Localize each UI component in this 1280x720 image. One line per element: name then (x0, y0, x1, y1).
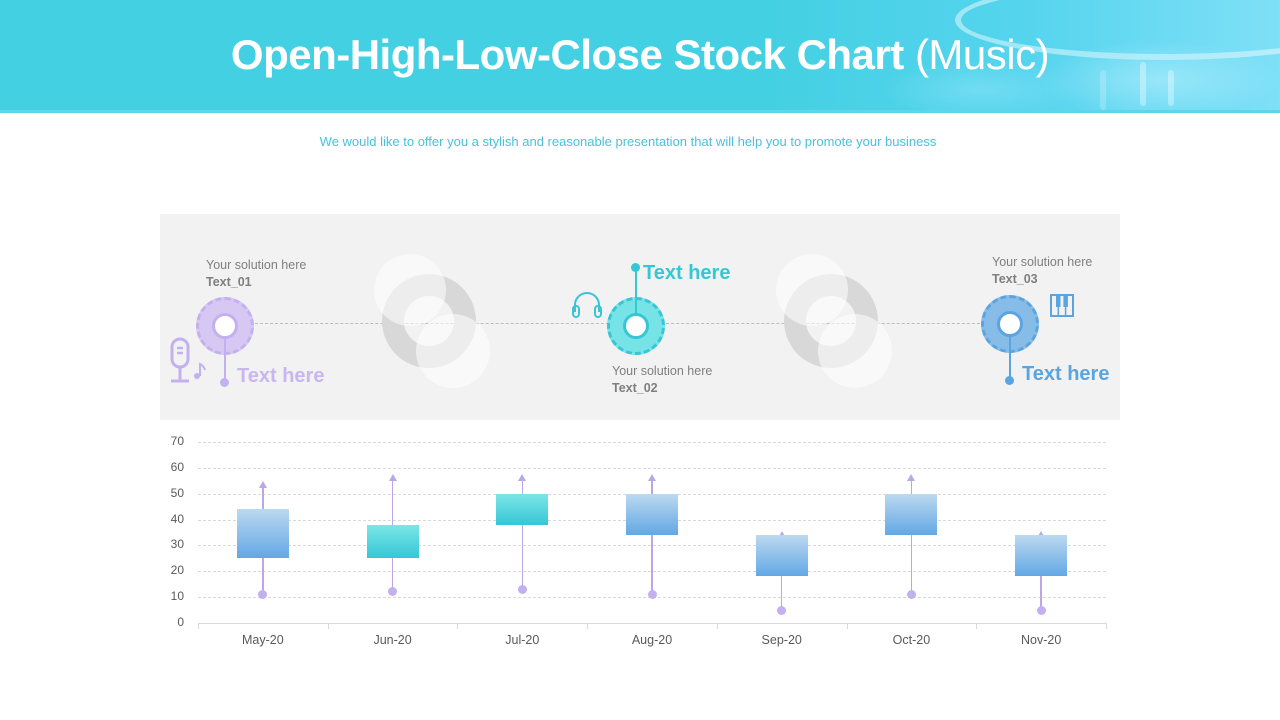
item-2-text: Your solution here Text_02 (612, 363, 712, 397)
x-tick-mark (976, 623, 978, 629)
subtitle: We would like to offer you a stylish and… (319, 134, 937, 149)
x-tick-label: Jul-20 (505, 633, 540, 647)
item-1-label: Text_01 (206, 275, 252, 289)
item-1-solution: Your solution here (206, 258, 307, 272)
down-box (885, 493, 938, 536)
x-tick-mark (716, 623, 718, 629)
item-2-label: Text_02 (612, 381, 658, 395)
high-arrow-marker (648, 473, 656, 481)
header-decor-glow (1040, 40, 1280, 112)
title-suffix: (Music) (914, 31, 1050, 78)
y-tick-label: 30 (170, 537, 184, 552)
item-3-stem (1009, 334, 1011, 380)
down-box (755, 535, 808, 577)
low-marker (647, 590, 657, 600)
low-marker (517, 584, 527, 594)
down-box (236, 509, 289, 559)
high-arrow-marker (1037, 530, 1046, 538)
item-3-solution: Your solution here (992, 255, 1093, 269)
y-tick-label: 40 (170, 511, 184, 526)
wick-line (651, 475, 653, 595)
high-arrow-marker (258, 481, 267, 489)
x-tick-mark (457, 623, 459, 629)
ohlc-chart: 0 10 20 30 40 50 60 70 May-20 Jun-20 Jul-20 Aug-20 S… (160, 430, 1120, 660)
low-marker (777, 605, 787, 615)
page-title: Open-High-Low-Close Stock Chart (Music) (0, 28, 1280, 82)
high-arrow-marker (518, 473, 527, 481)
down-box (626, 493, 678, 536)
y-tick-label: 20 (170, 563, 184, 578)
low-marker (258, 590, 268, 600)
high-arrow-marker (907, 473, 916, 481)
y-tick-label: 10 (170, 589, 184, 604)
header-decor-bar (1168, 70, 1174, 106)
y-tick-label: 50 (170, 485, 184, 500)
y-tick-label: 60 (170, 459, 184, 474)
headphones-icon (572, 292, 602, 318)
low-marker (1036, 605, 1046, 615)
wick-line (521, 475, 524, 590)
item-2-callout: Text here (643, 262, 731, 284)
header-divider (0, 110, 1280, 113)
item-1-callout: Text here (237, 365, 325, 387)
down-box (1015, 535, 1068, 577)
x-tick-mark (587, 623, 589, 629)
item-2-stem (635, 268, 637, 314)
up-box (366, 524, 419, 559)
low-marker (388, 587, 398, 597)
item-2-solution: Your solution here (612, 364, 713, 378)
up-box (496, 493, 549, 525)
decorative-circles (766, 244, 926, 404)
header-decor-bar (1140, 62, 1146, 106)
low-marker (906, 590, 916, 600)
title-main: Open-High-Low-Close Stock Chart (230, 31, 904, 78)
x-tick-label: Sep-20 (761, 633, 802, 647)
item-2-dot (631, 263, 640, 272)
x-tick-mark (846, 623, 848, 629)
item-3-callout: Text here (1022, 363, 1110, 385)
piano-keys-icon (1050, 294, 1074, 317)
gridline (198, 442, 1106, 443)
x-tick-label: May-20 (242, 633, 284, 647)
x-tick-label: Aug-20 (631, 633, 673, 647)
header-banner: Open-High-Low-Close Stock Chart (Music) (0, 0, 1280, 112)
decorative-circles (365, 244, 525, 404)
y-tick-label: 0 (177, 615, 184, 629)
header-decor-bar (1100, 70, 1106, 110)
microphone-icon (170, 337, 206, 383)
item-3-dot (1005, 376, 1014, 385)
x-tick-mark (198, 623, 199, 629)
item-1-text: Your solution here Text_01 (206, 257, 306, 291)
x-tick-mark (327, 623, 329, 629)
wick-line (910, 475, 913, 595)
y-tick-label: 70 (170, 434, 184, 448)
x-tick-label: Nov-20 (1020, 633, 1062, 647)
item-3-label: Text_03 (992, 272, 1038, 286)
infographic-panel: Your solution here Text_01 Text here You… (160, 214, 1120, 420)
gridline (198, 467, 1106, 469)
header-decor-glow (880, 60, 1080, 112)
item-1-stem (224, 336, 226, 380)
item-1-dot (220, 378, 229, 387)
x-axis (198, 623, 1106, 624)
x-tick-label: Jun-20 (373, 633, 412, 647)
high-arrow-marker (777, 530, 786, 538)
item-3-text: Your solution here Text_03 (992, 254, 1092, 288)
high-arrow-marker (388, 473, 397, 481)
x-tick-label: Oct-20 (892, 633, 931, 647)
x-tick-mark (1106, 623, 1107, 629)
